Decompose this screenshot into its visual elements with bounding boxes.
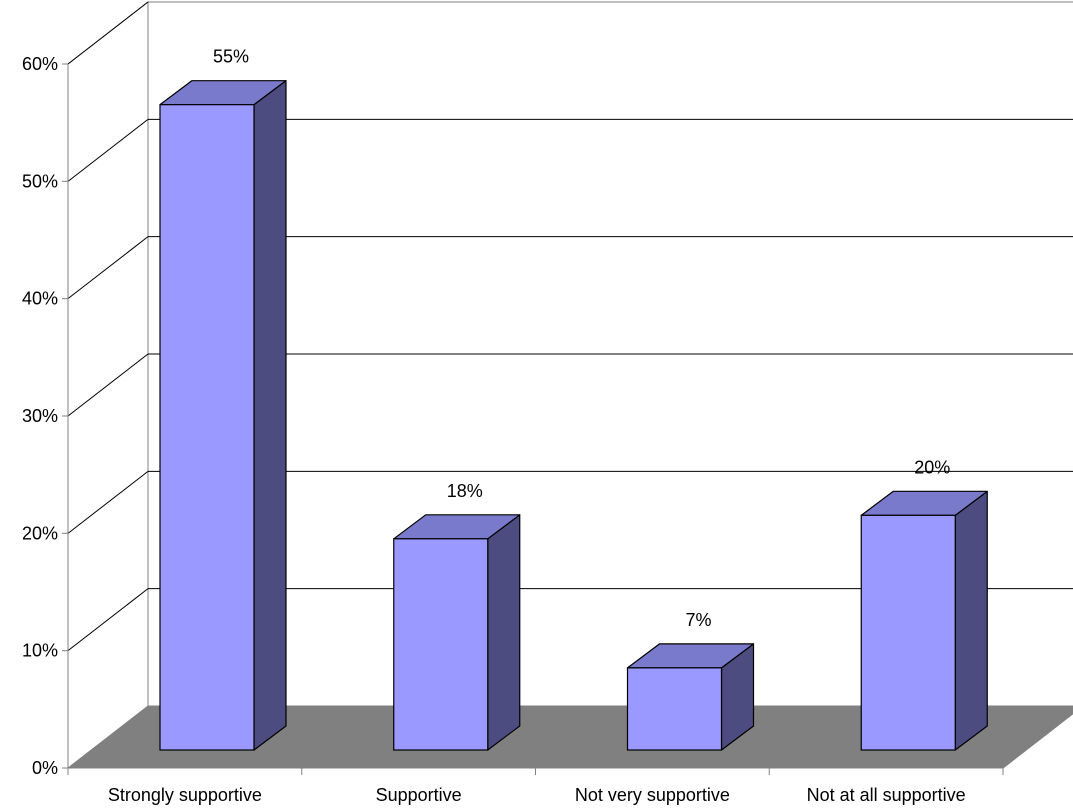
bar <box>626 643 755 751</box>
bar <box>393 514 521 751</box>
y-axis-layer <box>62 63 1062 775</box>
data-label: 7% <box>685 610 711 630</box>
bar-side-face <box>487 514 521 751</box>
bar <box>860 490 988 751</box>
gridline-diagonal <box>67 1 149 65</box>
bar-front-face <box>860 514 956 751</box>
gridline-diagonal <box>67 236 149 300</box>
bar-front-face <box>626 667 723 751</box>
y-tick-label: 60% <box>22 54 58 74</box>
labels-layer: 0% 10% 20% 30% 40% 50% 60% 55% Strongly supporti… <box>22 47 966 805</box>
gridline-diagonal <box>67 118 149 182</box>
y-tick-label: 20% <box>22 523 58 543</box>
y-tick-label: 0% <box>32 758 58 778</box>
data-label: 55% <box>213 47 249 67</box>
bar-front-face <box>393 538 489 751</box>
y-tick-label: 50% <box>22 171 58 191</box>
category-label: Not at all supportive <box>807 785 966 805</box>
bar-front-face <box>159 104 255 751</box>
data-label: 18% <box>447 481 483 501</box>
category-label: Strongly supportive <box>108 785 262 805</box>
gridline-diagonal <box>67 470 149 534</box>
bar-side-face <box>954 490 988 751</box>
data-label: 20% <box>914 457 950 477</box>
chart-walls-layer <box>67 0 1073 770</box>
y-tick-label: 40% <box>22 289 58 309</box>
floor-right-edge <box>1002 722 1062 769</box>
category-label: Supportive <box>376 785 462 805</box>
category-label: Not very supportive <box>575 785 730 805</box>
bar <box>159 80 287 751</box>
gridline-diagonal <box>67 353 149 417</box>
y-tick-label: 30% <box>22 406 58 426</box>
bar-side-face <box>253 80 287 751</box>
bars-layer <box>159 80 988 751</box>
y-tick-label: 10% <box>22 641 58 661</box>
gridline-diagonal <box>67 588 149 652</box>
